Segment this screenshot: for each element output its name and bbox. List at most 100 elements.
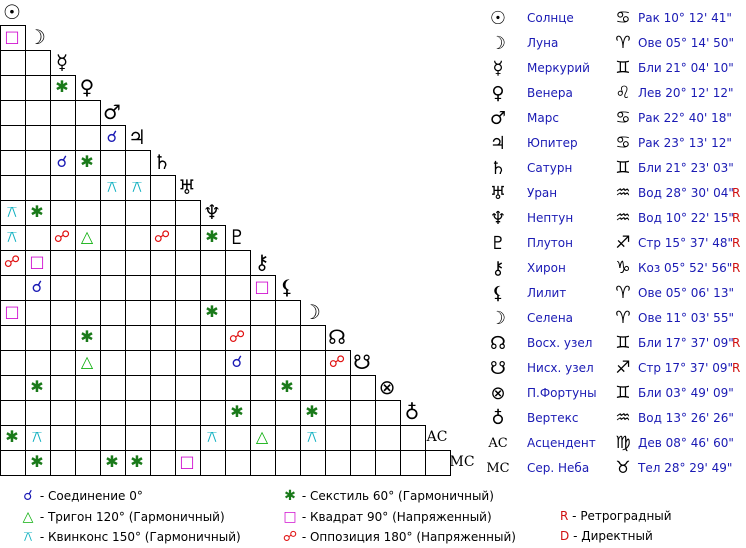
planet-name[interactable]: Солнце [527,11,574,25]
planet-name[interactable]: Юпитер [527,136,578,150]
aspect-cell [300,325,326,350]
planet-position[interactable]: Вод 13° 26' 26" [638,411,734,425]
planet-row: ♃ Юпитер ♋ Рак 23° 13' 12" [484,131,746,156]
planet-name[interactable]: Марс [527,111,559,125]
aspect-cell [375,400,401,425]
zodiac-sign-icon: ♒ [615,183,631,203]
planet-position[interactable]: Ове 05° 06' 13" [638,286,734,300]
planet-position[interactable]: Бли 17° 37' 09" [638,336,734,350]
quinc-aspect-icon: ⚻ [306,427,318,446]
planet-position[interactable]: Бли 21° 23' 03" [638,161,734,175]
planet-position[interactable]: Ове 05° 14' 50" [638,36,734,50]
aspect-cell [125,200,150,225]
aspect-cell [125,325,150,350]
planet-position[interactable]: Рак 22° 40' 18" [638,111,732,125]
aspect-cell [250,275,276,300]
mercury-icon: ☿ [55,50,69,74]
aspect-cell [0,150,25,175]
aspect-cell [125,350,150,375]
planet-position[interactable]: Рак 10° 12' 41" [638,11,732,25]
planet-position[interactable]: Стр 15° 37' 48" [638,236,734,250]
planet-name[interactable]: Сатурн [527,161,573,175]
aspect-cell [275,400,300,425]
aspect-cell [200,400,225,425]
aspect-cell [300,400,325,425]
aspect-cell [175,425,200,450]
aspect-cell [225,325,250,350]
planet-row: ♁ Вертекс ♒ Вод 13° 26' 26" [484,406,746,431]
planet-position[interactable]: Лев 20° 12' 12" [638,86,734,100]
planet-position[interactable]: Тел 28° 29' 49" [638,461,733,475]
aspect-cell [0,200,25,225]
aspect-cell [100,250,125,275]
aspect-cell [50,250,75,275]
planet-position[interactable]: Ове 11° 03' 55" [638,311,734,325]
aspect-cell [250,375,275,400]
sext-aspect-icon: ✱ [30,452,44,471]
planet-position[interactable]: Вод 10° 22' 15" [638,211,734,225]
planet-row: ♂ Марс ♋ Рак 22° 40' 18" [484,106,746,131]
planet-name[interactable]: Лилит [527,286,567,300]
aspect-cell [50,300,75,325]
planet-name[interactable]: Уран [527,186,558,200]
lilith-icon: ⚸ [279,275,295,299]
planet-position[interactable]: Дев 08° 46' 60" [638,436,734,450]
vertex-icon: ♁ [491,408,505,429]
planet-name[interactable]: Плутон [527,236,573,250]
aspect-cell [175,350,200,375]
aspect-cell [0,250,25,275]
planet-row: ♅ Уран ♒ Вод 28° 30' 04" R [484,181,746,206]
planet-position[interactable]: Коз 05° 52' 56" [638,261,733,275]
aspect-cell [175,200,201,225]
legend-trine: △ - Тригон 120° (Гармоничный) [20,509,225,525]
aspect-cell [50,325,75,350]
planet-position[interactable]: Бли 21° 04' 10" [638,61,734,75]
aspect-cell [50,375,75,400]
planet-position[interactable]: Бли 03° 49' 09" [638,386,734,400]
planet-name[interactable]: Восх. узел [527,336,593,350]
planet-name[interactable]: Нисх. узел [527,361,594,375]
aspect-cell [75,350,100,375]
planet-position[interactable]: Стр 17° 37' 09" [638,361,734,375]
legend-quincunx: ⚻ - Квинконс 150° (Гармоничный) [20,529,240,545]
planet-name[interactable]: Нептун [527,211,574,225]
ascendant-icon: AC [488,436,508,451]
sext-aspect-icon: ✱ [205,227,219,246]
planet-name[interactable]: Венера [527,86,573,100]
legend-conjunction: ☌ - Соединение 0° [20,488,143,504]
aspect-cell [175,300,200,325]
planet-name[interactable]: Сер. Неба [527,461,590,475]
aspect-cell [275,425,300,450]
vertex-icon: ♁ [404,400,420,424]
planet-row: ♆ Нептун ♒ Вод 10° 22' 15" R [484,206,746,231]
aspect-cell [425,450,451,476]
planet-name[interactable]: Хирон [527,261,566,275]
aspect-cell [25,250,50,275]
aspect-cell [25,450,50,476]
aspect-cell [350,425,375,450]
aspect-cell [150,325,175,350]
sext-aspect-icon: ✱ [30,202,44,221]
aspect-cell [0,350,25,375]
planet-name[interactable]: Селена [527,311,574,325]
aspect-cell [75,375,100,400]
aspect-cell [325,425,350,450]
zodiac-sign-icon: ♌ [615,83,631,103]
aspect-cell [200,450,225,476]
opp-aspect-icon: ☍ [53,227,71,246]
planet-name[interactable]: Асцендент [527,436,596,450]
aspect-cell [250,350,275,375]
opp-aspect-icon: ☍ [328,352,346,371]
aspect-cell [200,225,226,250]
aspect-cell [0,300,25,325]
aspect-cell [150,450,175,476]
planet-name[interactable]: П.Фортуны [527,386,597,400]
opposition-icon: ☍ [282,529,298,545]
aspect-cell [225,350,250,375]
planet-name[interactable]: Вертекс [527,411,579,425]
planet-position[interactable]: Вод 28° 30' 04" [638,186,734,200]
planet-name[interactable]: Меркурий [527,61,590,75]
planet-position[interactable]: Рак 23° 13' 12" [638,136,732,150]
planet-name[interactable]: Луна [527,36,559,50]
uranus-icon: ♅ [178,175,196,199]
